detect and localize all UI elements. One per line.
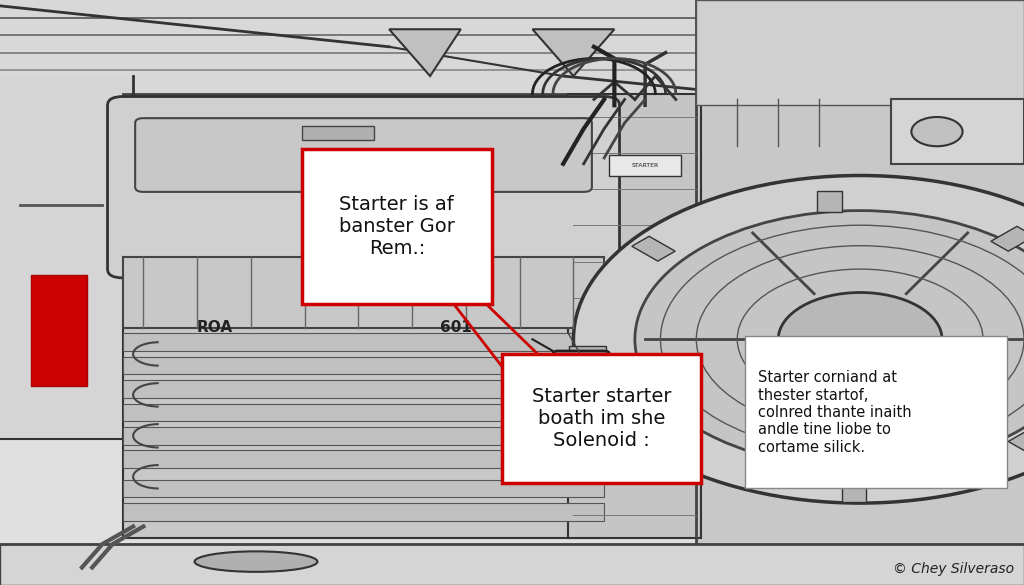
Circle shape: [573, 176, 1024, 503]
Bar: [123, 503, 604, 521]
Bar: [568, 94, 701, 538]
Bar: [842, 481, 866, 502]
Bar: [123, 333, 604, 351]
FancyBboxPatch shape: [135, 118, 592, 192]
Polygon shape: [532, 29, 614, 76]
Bar: [123, 450, 604, 468]
Bar: [991, 226, 1024, 251]
Text: Starter starter
boath im she
Solenoid :: Starter starter boath im she Solenoid :: [531, 387, 672, 450]
Bar: [696, 0, 1024, 585]
Bar: [123, 427, 604, 445]
Bar: [302, 126, 374, 140]
Bar: [649, 442, 692, 466]
Bar: [569, 346, 606, 360]
FancyBboxPatch shape: [553, 351, 609, 407]
Bar: [1009, 432, 1024, 456]
Circle shape: [911, 117, 963, 146]
Bar: [123, 257, 604, 328]
Bar: [123, 404, 604, 421]
FancyBboxPatch shape: [302, 149, 492, 304]
FancyBboxPatch shape: [502, 354, 701, 483]
Bar: [31, 275, 87, 386]
Bar: [696, 0, 1024, 105]
Circle shape: [635, 211, 1024, 468]
Bar: [0, 0, 1024, 105]
Circle shape: [778, 292, 942, 386]
Text: Starter corniand at
thester startof,
colnred thante inaith
andle tine liobe to
c: Starter corniand at thester startof, col…: [758, 370, 911, 455]
Text: 601: 601: [439, 320, 472, 335]
Text: ROA: ROA: [197, 320, 233, 335]
Bar: [0, 544, 1024, 585]
Text: Starter is af
banster Gor
Rem.:: Starter is af banster Gor Rem.:: [339, 195, 455, 258]
Text: © Chey Silveraso: © Chey Silveraso: [893, 562, 1014, 576]
FancyBboxPatch shape: [108, 97, 620, 278]
FancyBboxPatch shape: [745, 336, 1007, 488]
Bar: [123, 357, 604, 374]
Bar: [632, 236, 675, 261]
Bar: [891, 99, 1024, 164]
Bar: [609, 155, 681, 176]
Bar: [123, 380, 604, 398]
Bar: [817, 191, 842, 212]
Ellipse shape: [195, 551, 317, 572]
Bar: [0, 76, 133, 439]
Text: STARTER: STARTER: [632, 163, 658, 168]
Bar: [123, 322, 604, 538]
Polygon shape: [389, 29, 461, 76]
Bar: [123, 480, 604, 497]
